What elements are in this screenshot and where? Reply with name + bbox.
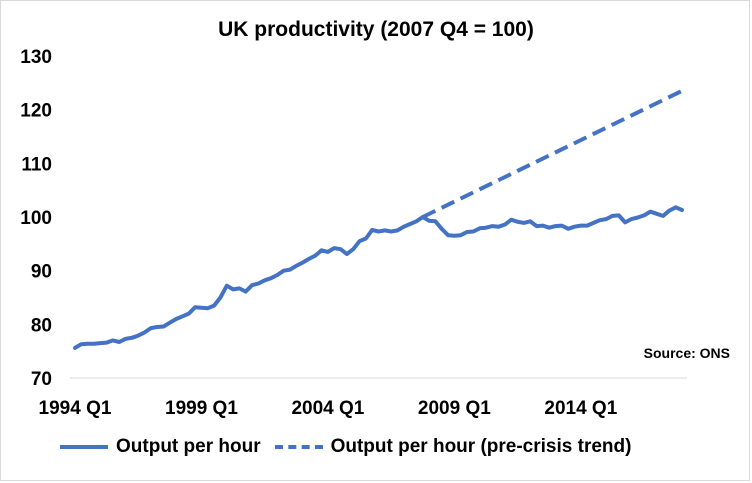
x-tick-label: 1999 Q1	[165, 398, 238, 419]
x-tick-label: 1994 Q1	[39, 398, 112, 419]
y-axis: 70 80 90 100 110 120 130	[20, 47, 52, 390]
series-line-output-per-hour	[73, 205, 684, 350]
x-tick-label: 2014 Q1	[544, 398, 617, 419]
y-tick-label: 70	[31, 369, 52, 390]
legend-item-pre-crisis-trend: Output per hour (pre-crisis trend)	[274, 436, 632, 458]
chart-title: UK productivity (2007 Q4 = 100)	[218, 18, 534, 41]
y-tick-label: 100	[20, 208, 52, 229]
y-tick-label: 120	[20, 101, 52, 122]
x-tick-label: 2009 Q1	[418, 398, 491, 419]
y-tick-label: 80	[31, 315, 52, 336]
y-tick-label: 130	[20, 47, 52, 68]
series-line-pre-crisis-trend	[421, 89, 683, 219]
x-axis: 1994 Q1 1999 Q1 2004 Q1 2009 Q1 2014 Q1	[39, 398, 618, 419]
source-note: Source: ONS	[644, 345, 730, 361]
legend-label-pre-crisis-trend: Output per hour (pre-crisis trend)	[330, 436, 632, 457]
y-tick-label: 90	[31, 262, 52, 283]
legend: Output per hour Output per hour (pre-cri…	[60, 436, 645, 458]
legend-item-output-per-hour: Output per hour	[60, 436, 261, 458]
series-layer	[73, 89, 684, 350]
x-tick-label: 2004 Q1	[291, 398, 364, 419]
y-tick-label: 110	[21, 154, 52, 175]
legend-swatch-dashed	[274, 445, 323, 449]
legend-label-output-per-hour: Output per hour	[116, 436, 261, 457]
legend-swatch-solid	[60, 445, 108, 449]
